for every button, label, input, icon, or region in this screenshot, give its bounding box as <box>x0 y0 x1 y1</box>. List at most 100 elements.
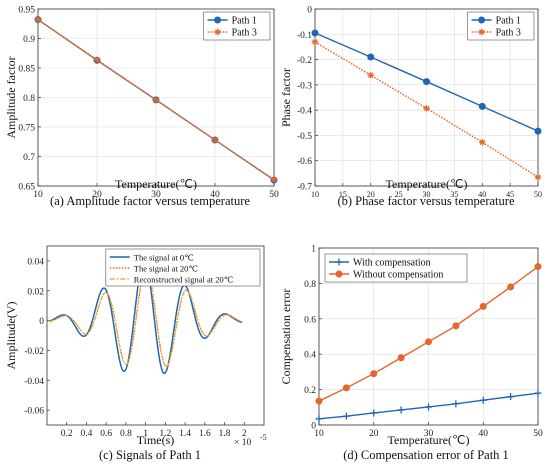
data-point <box>452 400 460 408</box>
legend-box <box>467 11 535 41</box>
x-tick-label: 40 <box>210 190 220 200</box>
data-point <box>479 302 487 310</box>
y-tick-label: -0.6 <box>297 157 312 167</box>
y-tick-label: 0.9 <box>23 35 35 45</box>
y-tick-label: 0.75 <box>18 124 35 134</box>
x-tick-label: 1.4 <box>179 429 191 439</box>
panel-caption: (d) Compensation error of Path 1 <box>343 448 509 462</box>
y-tick-label: 0 <box>311 422 316 432</box>
series-line-1 <box>37 19 275 181</box>
plot-frame <box>46 245 265 426</box>
y-tick-label: -0.1 <box>297 31 312 41</box>
data-point <box>423 78 430 86</box>
legend-marker <box>214 16 222 24</box>
x-tick-label: 30 <box>423 190 431 199</box>
panel-caption: (b) Phase factor versus temperature <box>337 194 514 208</box>
x-tick-label: 1.2 <box>159 429 171 439</box>
y-tick-label: -0.02 <box>24 347 44 357</box>
y-tick-label: 0.95 <box>18 6 35 16</box>
legend-label: Without compensation <box>353 270 443 281</box>
data-point <box>311 38 319 46</box>
legend-label: Path 1 <box>232 16 257 27</box>
x-tick-label: 1.8 <box>219 429 231 439</box>
y-tick-label: 0.6 <box>304 315 316 325</box>
x-tick-label: 20 <box>369 429 379 439</box>
legend-label: Path 3 <box>496 28 521 39</box>
x-axis-multiplier: × 10 <box>234 438 251 448</box>
data-point <box>478 102 486 110</box>
y-tick-label: 0 <box>307 6 312 16</box>
y-tick-label: 0.4 <box>304 351 316 361</box>
panel-signals-path-1: 0.2 0.4 0.6 0.8 1 1.2 1.4 1.6 1.8 2 -0.06 -0.04 -0.0… <box>4 245 267 462</box>
y-tick-label: 0.65 <box>18 183 35 193</box>
data-point <box>479 396 487 404</box>
data-point <box>452 322 460 330</box>
legend-label: With compensation <box>353 258 431 269</box>
y-tick-label: -0.3 <box>297 81 312 91</box>
data-point <box>270 176 278 183</box>
data-point <box>315 397 323 405</box>
x-tick-label: 35 <box>450 190 458 199</box>
data-point <box>367 72 374 79</box>
x-tick-label: 50 <box>534 190 542 199</box>
y-tick-label: 0 <box>39 317 44 327</box>
x-tick-label: 10 <box>33 190 43 200</box>
y-tick-label: -0.06 <box>24 407 44 417</box>
legend-label: Path 1 <box>496 16 521 27</box>
x-axis-label: Time(s) <box>137 433 175 447</box>
legend-label: The signal at 0℃ <box>134 253 194 263</box>
x-tick-label: 25 <box>395 190 403 199</box>
legend-label: The signal at 20℃ <box>134 264 199 274</box>
data-point <box>425 338 432 346</box>
data-point <box>152 96 160 104</box>
y-axis-label: Phase factor <box>279 68 293 127</box>
legend-box <box>105 248 261 287</box>
data-point <box>342 412 350 420</box>
x-axis-label: Temperature(℃) <box>386 177 468 191</box>
x-axis-label: Temperature(℃) <box>388 433 470 447</box>
data-point <box>211 136 219 144</box>
x-tick-label: 15 <box>339 190 347 199</box>
legend-marker <box>214 28 221 36</box>
x-tick-label: 2 <box>242 429 247 439</box>
y-tick-label: 0.85 <box>18 65 35 75</box>
data-point <box>34 16 42 23</box>
y-tick-label: -0.4 <box>297 107 312 117</box>
data-point <box>479 139 486 146</box>
panel-amplitude-factor: 10 20 30 40 50 0.65 0.7 0.75 0.8 0.85 0.9 0.95 Tempe… <box>4 6 279 209</box>
y-axis-label: Amplitude factor <box>4 56 18 138</box>
panel-caption: (a) Amplitude factor versus temperature <box>50 194 250 208</box>
data-point <box>507 283 515 291</box>
x-tick-label: 45 <box>506 190 514 199</box>
y-tick-label: 0.7 <box>23 153 35 163</box>
x-tick-label: 0.6 <box>100 429 112 439</box>
legend-box <box>203 11 271 41</box>
data-point <box>534 263 542 271</box>
x-tick-label: 10 <box>311 190 319 199</box>
data-point <box>311 29 319 37</box>
x-tick-label: 0.2 <box>61 429 73 439</box>
y-tick-label: 0.8 <box>23 94 35 104</box>
panel-caption: (c) Signals of Path 1 <box>99 448 201 462</box>
y-tick-label: 0.8 <box>304 280 316 290</box>
data-point <box>370 409 378 417</box>
data-point <box>507 393 515 401</box>
data-point <box>367 53 375 61</box>
data-point <box>534 389 542 397</box>
data-point <box>425 403 432 411</box>
legend-marker <box>335 258 343 266</box>
x-tick-label: 10 <box>314 429 324 439</box>
x-tick-label: 0.8 <box>120 429 132 439</box>
y-tick-label: 0.2 <box>304 386 316 396</box>
y-tick-label: -0.04 <box>24 377 44 387</box>
x-tick-label: 1 <box>143 429 148 439</box>
x-tick-label: 40 <box>478 190 486 199</box>
x-axis-label: Temperature(℃) <box>115 177 197 191</box>
y-tick-label: 0.02 <box>27 287 44 297</box>
y-tick-label: 0.04 <box>27 257 44 267</box>
legend-box <box>324 253 468 283</box>
